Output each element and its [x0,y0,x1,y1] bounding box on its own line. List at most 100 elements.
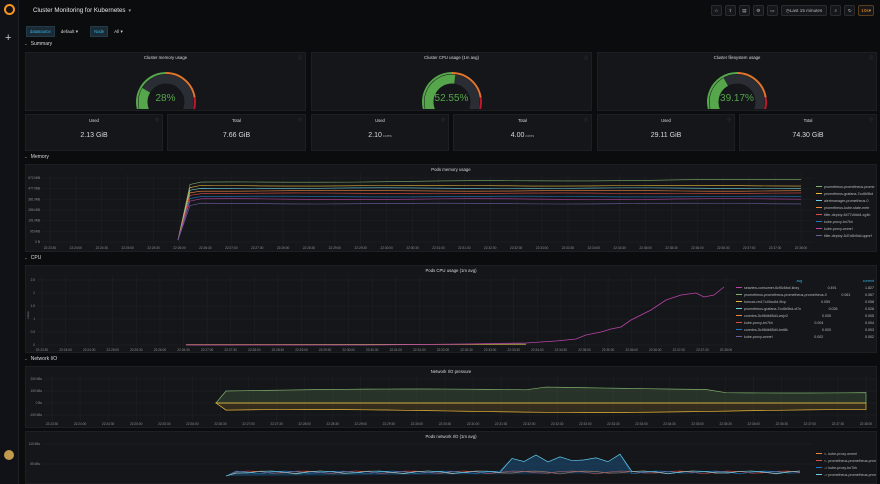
share-icon[interactable]: ⇪ [724,5,736,16]
legend-swatch [816,213,822,216]
stat-label[interactable]: Total [232,118,241,123]
time-picker-button[interactable]: ◷ Last 15 minutes [780,5,828,16]
legend-item[interactable]: -> kube-proxy-bn7kh [816,464,876,471]
legend-item[interactable]: -> prometheus-prometheus-prome [816,471,876,478]
info-icon[interactable]: ⓘ [298,55,302,60]
cpu-legend: avg current seaview-consumer-6cf5c6bcf-kbz… [736,277,874,340]
panel-title[interactable]: Cluster memory usage [143,55,188,60]
legend-label: prometheus-grafana-7cc6b5bd-xt7n [744,306,802,311]
pod-network-series-line [225,453,801,477]
info-icon[interactable]: ⓘ [584,55,588,60]
panel-title[interactable]: Cluster CPU usage (1m avg) [424,55,479,60]
legend-item[interactable]: tiller-deploy-6477c9dd4-xg4b [816,211,876,218]
cpu-graph[interactable]: 2.5 2 1.5 1 0.5 0 cores 22:23:30 22:24:00 22:24:3… [26,275,734,353]
panel-title[interactable]: Network I/O pressure [430,369,472,374]
info-icon[interactable]: ⓘ [869,55,873,60]
save-icon[interactable]: ▤ [738,5,750,16]
x-tick-label: 22:30:30 [439,422,452,426]
panel-title[interactable]: Pods memory usage [431,167,471,172]
variable-value: All [114,28,120,34]
sidebar: + [0,0,19,484]
x-tick-label: 22:25:00 [130,422,143,426]
stat-label[interactable]: Used [661,118,671,123]
stat-label[interactable]: Total [803,118,813,123]
legend-item[interactable]: prometheus-kube-state-metr [816,204,876,211]
legend-item[interactable]: kube-proxy-bn7kh [816,218,876,225]
stat-panel-cpu-used: Used ⓘ 2.10cores [311,114,449,151]
stat-label[interactable]: Total [518,118,527,123]
panel-title[interactable]: Pods network I/O (1m avg) [425,434,477,439]
legend-header-current[interactable]: current [862,278,874,283]
pods-network-graph[interactable]: 110 kBs 55 kBs [26,440,814,484]
memory-series-line [177,198,802,241]
x-tick-label: 22:35:30 [602,348,615,352]
legend-item[interactable]: coredns-5c98db65d4-wvjx2 0.005 0.005 [736,312,874,319]
legend-item[interactable]: tiller-deploy-5d7c6b9dd-qqmrf [816,232,876,239]
variables-bar: datasource default ▾ Node All ▾ [26,26,132,37]
gauge-fill [709,78,729,109]
settings-icon[interactable]: ⚙ [752,5,764,16]
legend-item[interactable]: tomcat-vm17c45cc6d-9lvp 0.059 0.058 [736,298,874,305]
info-icon[interactable]: ⓘ [155,117,159,122]
legend-label: coredns-5c98db65d4-wvjx2 [744,313,788,318]
info-icon[interactable]: ⓘ [298,117,302,122]
legend-swatch [736,300,742,303]
dashboard-title[interactable]: Cluster Monitoring for Kubernetes ▾ [33,7,132,14]
legend-item[interactable]: coredns-5c98db65d4-tmt8k 0.003 0.003 [736,326,874,333]
variable-select-datasource[interactable]: default ▾ [60,28,79,34]
stat-label[interactable]: Used [375,118,385,123]
row-cpu[interactable]: ⌄ CPU [24,255,41,261]
plus-icon[interactable]: + [5,32,12,44]
legend-item[interactable]: kube-proxy-bn7kh 0.004 0.004 [736,319,874,326]
y-tick-label: 1.5 [31,304,36,308]
x-tick-label: 22:27:30 [270,422,283,426]
avatar[interactable] [4,450,14,460]
x-tick-label: 22:29:00 [329,246,342,250]
x-tick-label: 22:29:00 [295,348,308,352]
refresh-interval-button[interactable]: 10s ▾ [858,5,874,16]
chevron-down-icon: ⌄ [24,356,28,361]
stat-value: 2.13 GiB [26,132,162,139]
legend-item[interactable]: alertmanager-prometheus-0 [816,197,876,204]
legend-header-avg[interactable]: avg [796,278,803,283]
stat-label[interactable]: Used [89,118,99,123]
y-tick-label: 0.5 [31,330,36,334]
zoom-out-icon[interactable]: ⌕ [830,5,842,16]
grafana-logo-icon[interactable] [4,4,15,15]
x-tick-label: 22:28:00 [277,246,290,250]
x-tick-label: 22:32:00 [523,422,536,426]
network-pressure-graph[interactable]: 200 kBs 100 kBs 0 Bs -100 kBs 22:23:30 22:24:… [26,375,876,428]
legend-item[interactable]: prometheus-prometheus-prome [816,183,876,190]
x-tick-label: 22:30:00 [380,246,393,250]
info-icon[interactable]: ⓘ [727,117,731,122]
x-tick-label: 22:34:30 [663,422,676,426]
memory-graph[interactable]: 572 MiB 477 MiB 381 MiB 286 MiB 191 MiB 95 Mi… [26,174,814,252]
info-icon[interactable]: ⓘ [441,117,445,122]
x-tick-label: 22:29:30 [319,348,332,352]
memory-series-line [177,192,802,241]
legend-item[interactable]: kube-proxy-wnmrl [816,225,876,232]
variable-select-node[interactable]: All ▾ [114,28,123,34]
legend-avg: 0.026 [828,306,838,311]
panel-title[interactable]: Pods CPU usage (1m avg) [425,268,477,273]
row-summary[interactable]: ⌄ Summary [24,41,52,47]
legend-item[interactable]: <- prometheus-prometheus-prome [816,457,876,464]
legend-label: <- prometheus-prometheus-prome [824,458,876,463]
refresh-icon[interactable]: ↻ [844,5,856,16]
legend-item[interactable]: prometheus-grafana-7cc6b5bd [816,190,876,197]
legend-item[interactable]: seaview-consumer-6cf5c6bcf-kbzy 0.491 1.82… [736,284,874,291]
x-tick-label: 22:28:30 [303,246,316,250]
legend-item[interactable]: prometheus-prometheus-prometheus-prometh… [736,291,874,298]
star-icon[interactable]: ☆ [710,5,722,16]
info-icon[interactable]: ⓘ [869,117,873,122]
row-network[interactable]: ⌄ Network I/O [24,356,57,362]
legend-label: alertmanager-prometheus-0 [824,198,869,203]
legend-item[interactable]: <- kube-proxy-wnmrl [816,450,876,457]
info-icon[interactable]: ⓘ [584,117,588,122]
x-tick-label: 22:36:00 [691,246,704,250]
row-memory[interactable]: ⌄ Memory [24,154,49,160]
legend-item[interactable]: kube-proxy-wnmrl 0.002 0.002 [736,333,874,340]
panel-title[interactable]: Cluster filesystem usage [713,55,761,60]
tv-mode-icon[interactable]: ▭ [766,5,778,16]
legend-item[interactable]: prometheus-grafana-7cc6b5bd-xt7n 0.026 0.0… [736,305,874,312]
